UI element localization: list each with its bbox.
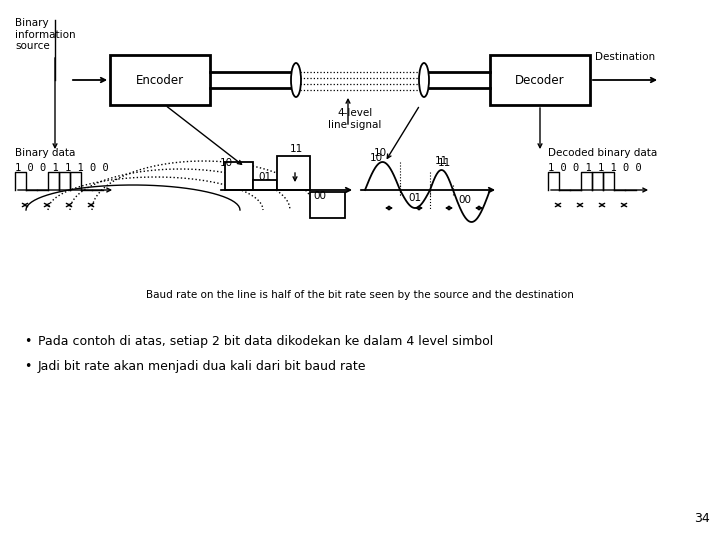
- Bar: [490, 55, 590, 105]
- Text: •: •: [24, 335, 32, 348]
- Bar: [253, 180, 277, 190]
- Text: 00: 00: [459, 195, 472, 205]
- Text: Binary
information
source: Binary information source: [15, 18, 76, 51]
- Text: 10: 10: [370, 153, 383, 163]
- Text: 1 0 0 1 1 1 0 0: 1 0 0 1 1 1 0 0: [548, 163, 642, 173]
- Ellipse shape: [291, 63, 301, 97]
- Text: 34: 34: [694, 512, 710, 525]
- Text: Decoder: Decoder: [516, 73, 564, 86]
- Bar: [310, 192, 345, 218]
- Text: 11: 11: [290, 144, 303, 154]
- Text: 10: 10: [374, 148, 387, 158]
- Text: •: •: [24, 360, 32, 373]
- Text: Binary data: Binary data: [15, 148, 76, 158]
- Text: Jadi bit rate akan menjadi dua kali dari bit baud rate: Jadi bit rate akan menjadi dua kali dari…: [38, 360, 366, 373]
- Text: 10: 10: [220, 158, 233, 168]
- Text: Baud rate on the line is half of the bit rate seen by the source and the destina: Baud rate on the line is half of the bit…: [146, 290, 574, 300]
- Text: 11: 11: [434, 156, 448, 166]
- Text: 1 0 0 1 1 1 0 0: 1 0 0 1 1 1 0 0: [15, 163, 109, 173]
- Bar: [277, 156, 310, 190]
- Text: 01: 01: [408, 193, 422, 203]
- Bar: [110, 55, 210, 105]
- Text: Encoder: Encoder: [136, 73, 184, 86]
- Text: 4-level
line signal: 4-level line signal: [328, 108, 382, 130]
- Text: 11: 11: [438, 158, 451, 168]
- Text: Destination: Destination: [595, 52, 655, 62]
- Text: Pada contoh di atas, setiap 2 bit data dikodekan ke dalam 4 level simbol: Pada contoh di atas, setiap 2 bit data d…: [38, 335, 493, 348]
- Ellipse shape: [419, 63, 429, 97]
- Bar: [225, 162, 253, 190]
- Text: 01: 01: [258, 172, 271, 182]
- Text: Decoded binary data: Decoded binary data: [548, 148, 657, 158]
- Text: 00: 00: [313, 191, 326, 201]
